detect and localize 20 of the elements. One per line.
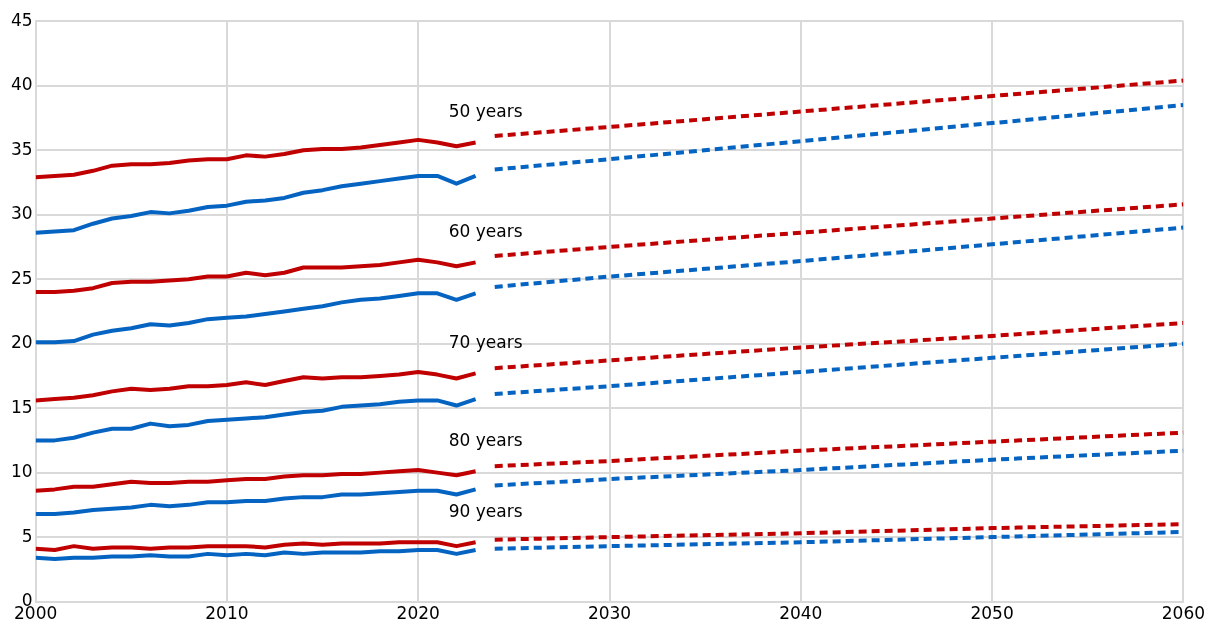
annotation: 70 years bbox=[448, 331, 523, 352]
x-tick-label: 2050 bbox=[970, 603, 1014, 624]
x-tick-label: 2030 bbox=[587, 603, 632, 624]
y-tick-label: 25 bbox=[10, 267, 33, 288]
y-tick-label: 30 bbox=[10, 203, 33, 224]
y-tick-label: 35 bbox=[10, 138, 33, 159]
y-tick-label: 10 bbox=[10, 461, 33, 482]
y-tick-label: 40 bbox=[10, 74, 33, 95]
annotation: 60 years bbox=[448, 220, 523, 241]
y-tick-label: 45 bbox=[10, 9, 33, 30]
x-tick-label: 2040 bbox=[779, 603, 823, 624]
annotation: 50 years bbox=[448, 100, 523, 121]
annotation: 80 years bbox=[448, 429, 523, 450]
y-tick-label: 15 bbox=[10, 396, 33, 417]
x-tick-label: 2020 bbox=[396, 603, 440, 624]
annotation: 90 years bbox=[448, 500, 523, 521]
x-tick-label: 2010 bbox=[205, 603, 249, 624]
y-tick-label: 5 bbox=[21, 525, 33, 546]
x-tick-label: 2060 bbox=[1161, 603, 1205, 624]
y-tick-label: 20 bbox=[10, 332, 33, 353]
